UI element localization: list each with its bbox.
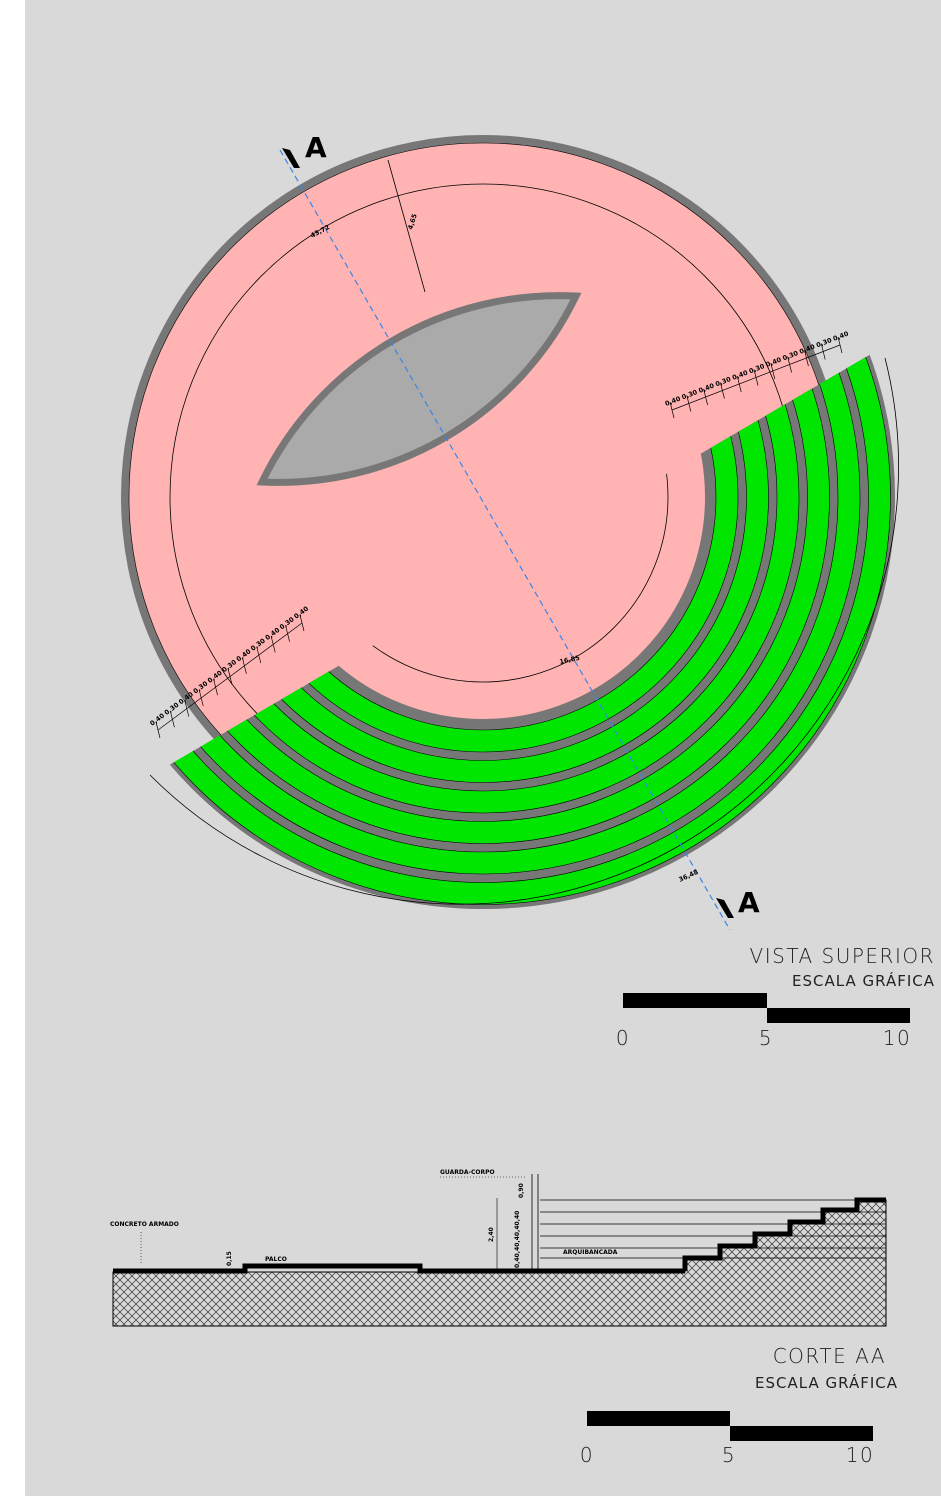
dimension-tick — [299, 614, 305, 632]
dimension-tick — [184, 700, 190, 717]
dimension-tick — [736, 375, 742, 393]
dimension-tick — [837, 336, 843, 354]
dimension-tick — [242, 657, 247, 674]
scale-label: 5 — [759, 1026, 773, 1050]
section-arrow — [716, 898, 734, 918]
dimension-tick — [285, 625, 290, 642]
scale-label: 0 — [616, 1026, 630, 1050]
plan-title: VISTA SUPERIOR — [750, 944, 935, 968]
scale-label: 10 — [883, 1026, 911, 1050]
scale-label: 10 — [846, 1443, 874, 1467]
scale-bar — [587, 1411, 730, 1426]
dimension-tick — [720, 382, 725, 399]
dimension-tick — [198, 689, 204, 706]
label: ARQUIBANCADA — [563, 1249, 618, 1256]
dimension-tick — [703, 388, 708, 406]
scale-bar — [767, 1008, 910, 1023]
dimension-arc — [149, 357, 899, 905]
dimension: 0,40,40,40,40,40 — [514, 1211, 521, 1268]
dimension-tick — [213, 679, 218, 696]
label: GUARDA-CORPO — [440, 1169, 495, 1176]
section-mark: A — [305, 131, 327, 164]
section-mark: A — [738, 886, 760, 919]
lens-void — [256, 292, 582, 486]
dimension-tick — [669, 401, 675, 419]
scale-title: ESCALA GRÁFICA — [792, 971, 935, 990]
dimension-tick — [256, 647, 262, 664]
dimension-tick — [170, 711, 175, 728]
dimension-tick — [270, 636, 276, 653]
dimension-tick — [753, 369, 759, 386]
dimension-tick — [686, 395, 692, 412]
scale-title: ESCALA GRÁFICA — [755, 1373, 898, 1392]
label: CONCRETO ARMADO — [110, 1221, 179, 1228]
dimension-tick — [227, 668, 233, 685]
dimension: 0,90 — [518, 1183, 525, 1198]
scale-bar — [730, 1426, 873, 1441]
section-arrow — [282, 148, 300, 168]
floor-slab — [113, 1263, 685, 1274]
scale-label: 5 — [722, 1443, 736, 1467]
dimension-line — [387, 159, 426, 293]
dimension-tick — [804, 349, 809, 367]
label: PALCO — [265, 1256, 287, 1263]
dimension-tick — [155, 721, 161, 739]
dimension: 0,15 — [226, 1251, 233, 1266]
scale-bar — [623, 993, 767, 1008]
dimension: 2,40 — [488, 1227, 495, 1242]
dimension-tick — [820, 343, 826, 360]
dimension-tick — [787, 356, 792, 373]
dimension-tick — [770, 362, 776, 380]
section-title: CORTE AA — [773, 1344, 886, 1368]
scale-label: 0 — [580, 1443, 594, 1467]
section-axis — [279, 149, 731, 931]
